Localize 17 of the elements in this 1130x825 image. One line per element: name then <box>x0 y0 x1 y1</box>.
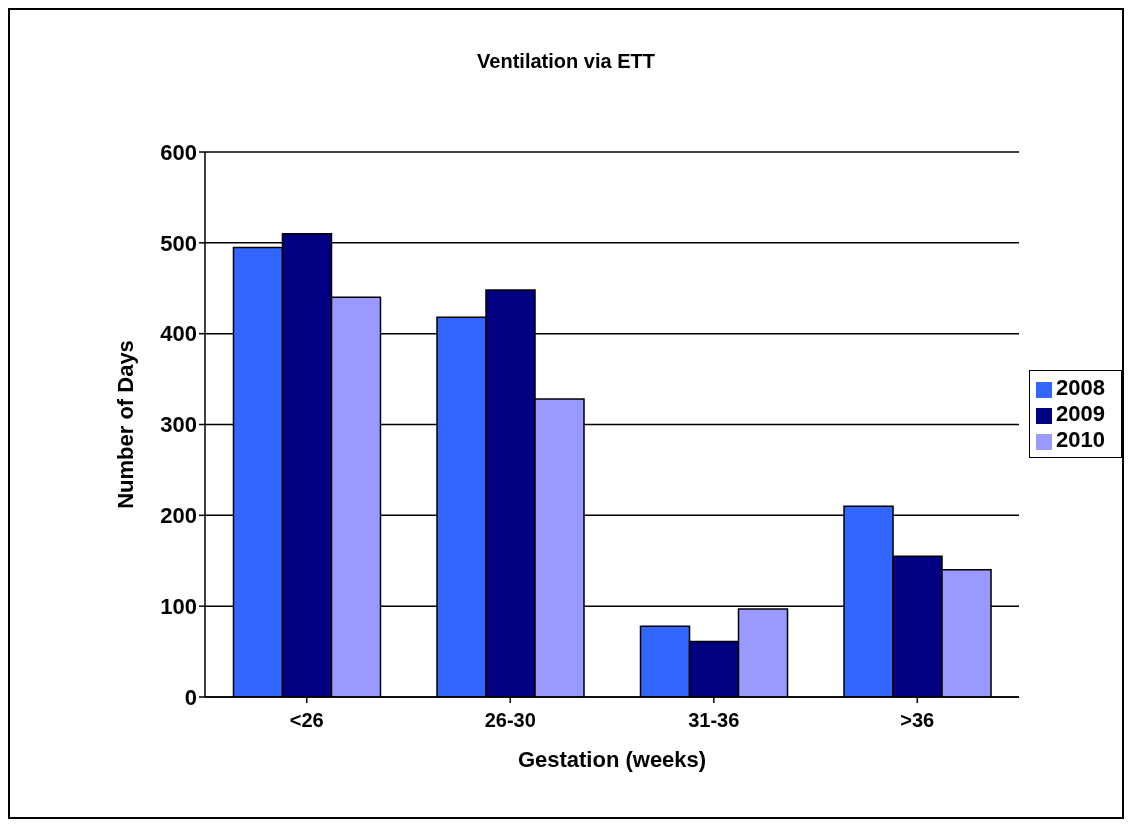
y-tick-label: 100 <box>160 593 197 619</box>
legend-label: 2008 <box>1056 374 1105 400</box>
x-tick-label: 26-30 <box>484 709 536 732</box>
y-tick-label: 600 <box>160 139 197 165</box>
legend-label: 2010 <box>1056 426 1105 452</box>
y-tick-label: 300 <box>160 412 197 438</box>
y-tick-label: 400 <box>160 321 197 347</box>
chart-title: Ventilation via ETT <box>476 50 656 73</box>
x-tick-label: >36 <box>900 709 935 732</box>
legend-label: 2009 <box>1056 400 1105 426</box>
x-tick-label: <26 <box>289 709 324 732</box>
x-axis-title: Gestation (weeks) <box>517 747 707 772</box>
x-tick-label: 31-36 <box>688 709 740 732</box>
y-tick-label: 500 <box>160 230 197 256</box>
y-axis-title: Number of Days <box>112 340 138 509</box>
y-tick-label: 0 <box>184 684 197 710</box>
y-tick-label: 200 <box>160 503 197 529</box>
